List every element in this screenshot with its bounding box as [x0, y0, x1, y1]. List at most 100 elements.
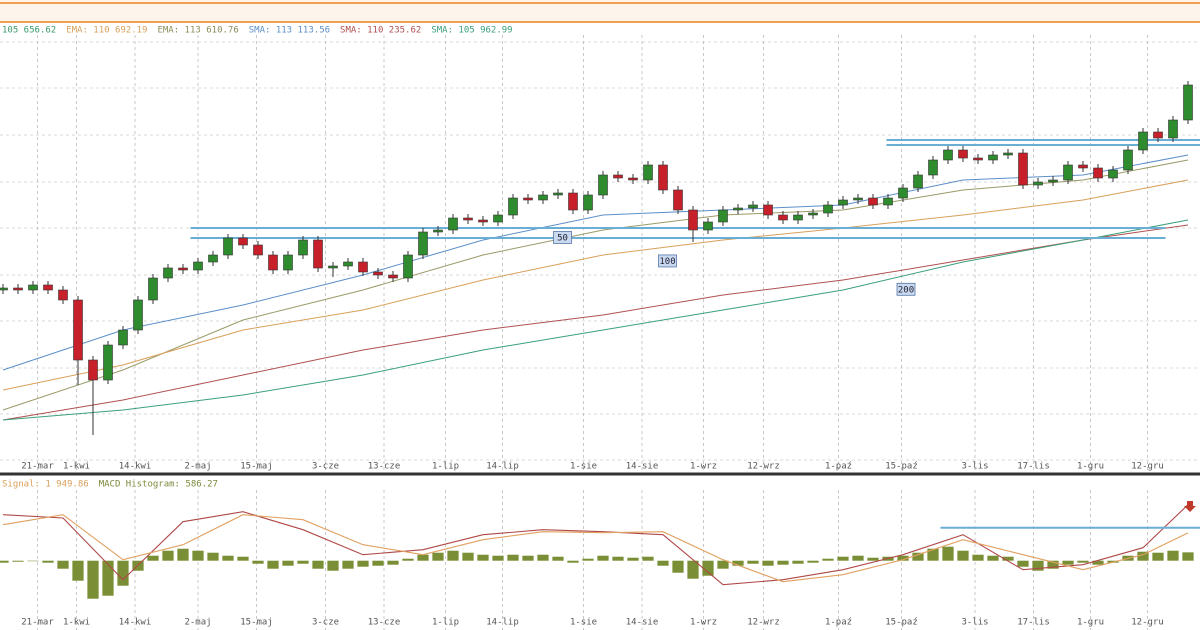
- histogram-bar: [57, 560, 69, 569]
- candle-body: [43, 284, 53, 291]
- candle-body: [1093, 167, 1103, 179]
- candle-body: [973, 157, 983, 161]
- histogram-bar: [1077, 560, 1089, 563]
- series-label-box: [658, 254, 677, 268]
- candle-body: [118, 329, 128, 346]
- histogram-bar: [342, 560, 354, 569]
- histogram-bar: [477, 554, 489, 561]
- x-tick-label: 14-sie: [626, 618, 659, 628]
- histogram-bar: [777, 560, 789, 565]
- histogram-bar: [267, 560, 279, 569]
- x-tick-label: 3-lis: [961, 618, 988, 628]
- histogram-bar: [672, 560, 684, 573]
- histogram-bar: [1047, 560, 1059, 569]
- candle-body: [1168, 119, 1178, 139]
- candle-body: [388, 274, 398, 279]
- candle-body: [1033, 181, 1043, 186]
- candle-body: [688, 209, 698, 231]
- x-tick-label: 15-paź: [885, 462, 918, 472]
- x-tick-label: 14-sie: [626, 462, 659, 472]
- candle-body: [448, 217, 458, 231]
- candle-body: [358, 261, 368, 273]
- candle-body: [1108, 169, 1118, 179]
- histogram-bar: [1092, 560, 1104, 565]
- candle-body: [928, 159, 938, 176]
- x-tick-label: 12-wrz: [747, 462, 780, 472]
- candle-body: [268, 254, 278, 271]
- indicator-line: [2, 514, 1189, 583]
- histogram-bar: [462, 552, 474, 561]
- histogram-bar: [822, 558, 834, 561]
- candle-body: [298, 239, 308, 256]
- histogram-bar: [387, 560, 399, 565]
- indicator-line: [2, 224, 1189, 421]
- candle-body: [1138, 131, 1148, 151]
- series-label: 100: [659, 257, 675, 267]
- candle-body: [748, 204, 758, 209]
- histogram-bar: [537, 554, 549, 561]
- candle-body: [523, 197, 533, 201]
- histogram-bar: [147, 555, 159, 561]
- candle-body: [958, 149, 968, 159]
- x-tick-label: 1-lip: [432, 618, 459, 628]
- indicator-line: [2, 179, 1189, 391]
- histogram-bar: [207, 552, 219, 561]
- candle-body: [463, 217, 473, 221]
- histogram-bar: [327, 560, 339, 571]
- histogram-bar: [837, 556, 849, 561]
- candle-body: [403, 254, 413, 279]
- histogram-bar: [507, 554, 519, 561]
- candle-body: [343, 261, 353, 267]
- candle-body: [823, 204, 833, 214]
- candle-body: [733, 207, 743, 211]
- candle-body: [898, 187, 908, 199]
- histogram-bar: [582, 558, 594, 561]
- x-tick-label: 3-cze: [312, 462, 339, 472]
- indicator-line: [2, 504, 1189, 586]
- indicator-line: [2, 219, 1189, 421]
- histogram-bar: [567, 560, 579, 563]
- histogram-bar: [432, 552, 444, 561]
- signal-arrow: [1184, 501, 1196, 512]
- candle-body: [253, 244, 263, 256]
- candle-body: [778, 214, 788, 221]
- x-tick-label: 2-maj: [184, 618, 211, 628]
- histogram-bar: [417, 554, 429, 561]
- histogram-bar: [897, 555, 909, 561]
- histogram-bar: [102, 560, 114, 596]
- histogram-bar: [912, 552, 924, 561]
- candle-body: [58, 289, 68, 301]
- x-tick-label: 14-kwi: [119, 462, 152, 472]
- x-tick-label: 1-kwi: [63, 462, 90, 472]
- histogram-bar: [792, 560, 804, 564]
- candle-body: [313, 239, 323, 269]
- x-tick-label: 12-gru: [1131, 462, 1164, 472]
- candle-body: [538, 194, 548, 201]
- histogram-bar: [687, 560, 699, 579]
- histogram-bar: [447, 550, 459, 561]
- histogram-bar: [957, 550, 969, 561]
- histogram-bar: [717, 560, 729, 569]
- histogram-bar: [1062, 560, 1074, 565]
- histogram-bar: [402, 558, 414, 561]
- candle-body: [433, 229, 443, 233]
- candle-body: [988, 154, 998, 161]
- histogram-bar: [282, 560, 294, 566]
- x-tick-label: 3-cze: [312, 618, 339, 628]
- histogram-bar: [1137, 551, 1149, 561]
- candle-body: [193, 261, 203, 271]
- histogram-bar: [702, 560, 714, 576]
- candle-body: [28, 284, 38, 291]
- histogram-bar: [552, 556, 564, 561]
- histogram-bar: [222, 555, 234, 561]
- indicator-readout: MACD Histogram: 586.27: [99, 480, 218, 490]
- histogram-bar: [357, 560, 369, 567]
- histogram-bar: [807, 560, 819, 563]
- candle-body: [1153, 131, 1163, 139]
- x-tick-label: 1-sie: [570, 462, 597, 472]
- histogram-bar: [117, 560, 129, 586]
- candle-body: [13, 287, 23, 291]
- top-strip: [0, 0, 1200, 22]
- candle-body: [208, 254, 218, 263]
- candle-body: [718, 209, 728, 223]
